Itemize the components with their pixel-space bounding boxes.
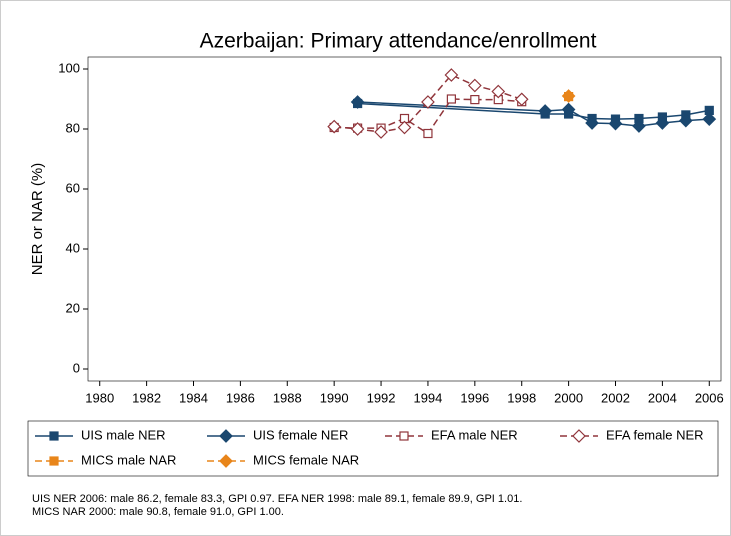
x-tick-label: 1984 [179,390,208,405]
legend-label: UIS male NER [81,427,166,442]
x-tick-label: 2006 [695,390,724,405]
x-tick-label: 2002 [601,390,630,405]
marker [423,128,433,139]
marker [397,120,412,135]
marker [219,429,233,443]
marker [538,104,553,118]
marker [514,92,529,107]
y-tick-label: 60 [66,180,80,195]
note: MICS NAR 2000: male 90.8, female 91.0, G… [32,506,284,518]
marker [491,84,506,99]
marker [470,94,480,105]
marker [49,431,59,441]
marker [585,116,599,130]
marker [327,119,342,134]
marker [467,78,482,93]
legend-label: MICS male NAR [81,452,176,467]
x-tick-label: 1986 [226,390,255,405]
y-tick-label: 20 [66,300,80,315]
legend-label: MICS female NAR [253,452,359,467]
legend-box [27,420,719,477]
marker [678,113,693,128]
x-tick-label: 1982 [132,390,161,405]
marker [350,95,365,109]
marker [655,116,670,130]
plot-frame [87,56,722,382]
marker [608,116,623,131]
x-tick-label: 2000 [554,390,583,405]
marker [561,89,576,103]
marker [399,431,409,441]
x-tick-label: 1994 [413,390,442,405]
marker [49,456,59,466]
legend-label: UIS female NER [253,427,348,442]
marker [446,94,456,104]
y-tick-label: 40 [66,240,80,255]
x-tick-label: 1998 [507,390,536,405]
x-tick-label: 1992 [367,390,396,405]
marker [350,122,365,136]
x-tick-label: 1990 [320,390,349,405]
x-tick-label: 1996 [460,390,489,405]
x-tick-label: 2004 [648,390,677,405]
chart-title: Azerbaijan: Primary attendance/enrollmen… [200,30,597,53]
marker [444,68,459,82]
y-tick-label: 0 [73,360,80,375]
y-tick-label: 100 [58,60,80,75]
marker [572,429,586,443]
y-tick-label: 80 [66,120,80,135]
marker [374,125,388,139]
y-axis-label: NER or NAR (%) [29,163,46,276]
legend-label: EFA male NER [431,427,518,442]
note: UIS NER 2006: male 86.2, female 83.3, GP… [32,493,522,505]
legend-label: EFA female NER [606,427,704,442]
marker [421,95,435,109]
x-tick-label: 1988 [273,390,302,405]
marker [219,454,233,468]
marker [702,112,717,126]
x-tick-label: 1980 [85,390,114,405]
marker [561,102,576,117]
marker [632,119,646,133]
